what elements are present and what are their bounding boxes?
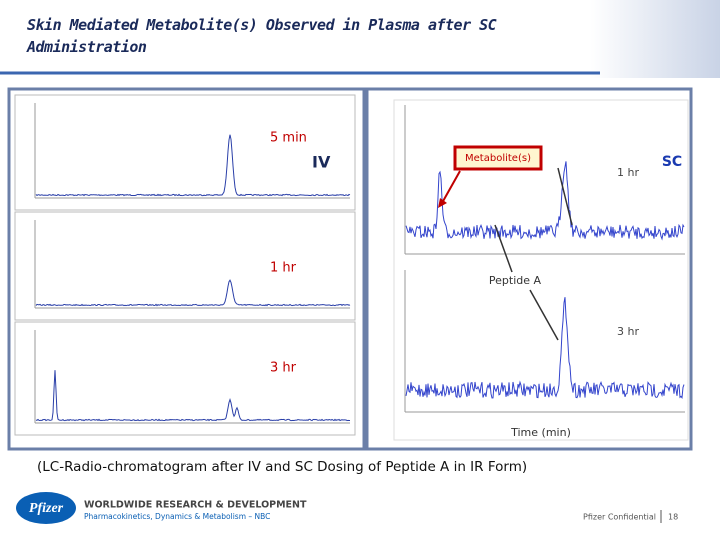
trace	[35, 134, 351, 197]
page-number: 18	[668, 513, 678, 522]
sc-route: SC	[662, 154, 682, 170]
iv-route: IV	[312, 153, 331, 172]
header-decoration	[590, 0, 720, 78]
arrow	[557, 167, 573, 226]
trace	[405, 297, 685, 400]
chromatogram-panel	[14, 211, 356, 321]
caption: (LC-Radio-chromatogram after IV and SC D…	[37, 459, 527, 475]
callout: Metabolite(s)	[465, 153, 531, 164]
chromatogram-panel	[14, 321, 356, 436]
trace	[35, 279, 351, 307]
arrow	[529, 289, 559, 341]
arrow	[494, 224, 513, 273]
logo	[16, 492, 76, 524]
sc-label: 1 hr	[617, 166, 639, 179]
confidential: Pfizer Confidential	[583, 513, 656, 522]
x-axis-label: Time (min)	[510, 426, 571, 439]
logo-text: Pfizer	[29, 501, 64, 516]
org: WORLDWIDE RESEARCH & DEVELOPMENT	[84, 500, 307, 511]
iv-label: 3 hr	[270, 361, 297, 376]
trace	[35, 370, 350, 422]
iv-chromatograms	[14, 94, 356, 436]
sc-label: 3 hr	[617, 325, 639, 338]
arrow	[441, 170, 461, 204]
iv-label: 5 min	[270, 131, 307, 146]
trace	[405, 161, 685, 241]
peak-label: Peptide A	[489, 274, 542, 287]
arrow-head	[438, 198, 447, 208]
chromatogram-panel	[14, 94, 356, 211]
slide-title: Skin Mediated Metabolite(s) Observed in …	[27, 16, 497, 56]
callout-box	[453, 145, 543, 171]
iv-label: 1 hr	[270, 261, 297, 276]
dept: Pharmacokinetics, Dynamics & Metabolism …	[84, 512, 270, 521]
sc-chromatograms	[404, 105, 685, 413]
